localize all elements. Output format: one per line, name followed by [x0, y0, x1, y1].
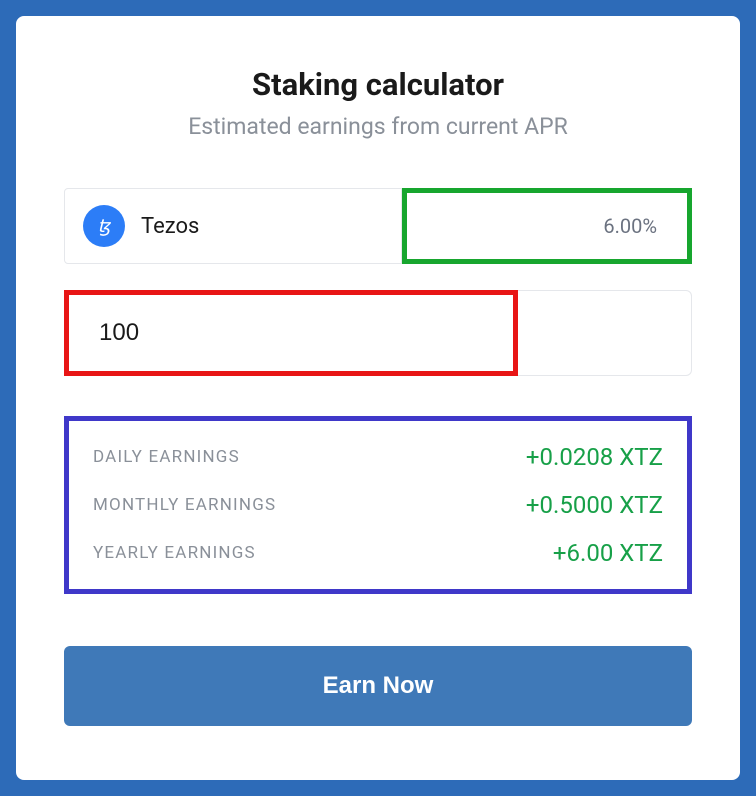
monthly-earnings-label: MONTHLY EARNINGS [93, 495, 276, 515]
earnings-summary-box: DAILY EARNINGS +0.0208 XTZ MONTHLY EARNI… [64, 416, 692, 594]
amount-input-box [64, 290, 518, 376]
page-title: Staking calculator [64, 66, 692, 103]
staking-calculator-card: Staking calculator Estimated earnings fr… [16, 16, 740, 780]
earnings-row-yearly: YEARLY EARNINGS +6.00 XTZ [93, 539, 663, 567]
crypto-name-label: Tezos [141, 214, 199, 239]
yearly-earnings-label: YEARLY EARNINGS [93, 543, 256, 563]
daily-earnings-value: +0.0208 XTZ [526, 443, 663, 471]
daily-earnings-label: DAILY EARNINGS [93, 447, 240, 467]
page-subtitle: Estimated earnings from current APR [64, 113, 692, 140]
tezos-icon-glyph: ꜩ [98, 216, 111, 237]
earnings-row-daily: DAILY EARNINGS +0.0208 XTZ [93, 443, 663, 471]
amount-row [64, 290, 692, 376]
apr-value: 6.00% [603, 214, 657, 238]
yearly-earnings-value: +6.00 XTZ [553, 539, 663, 567]
crypto-apr-row: ꜩ Tezos 6.00% [64, 188, 692, 264]
tezos-icon: ꜩ [83, 205, 125, 247]
crypto-selector[interactable]: ꜩ Tezos [64, 188, 402, 264]
amount-unit-box [518, 290, 692, 376]
earnings-row-monthly: MONTHLY EARNINGS +0.5000 XTZ [93, 491, 663, 519]
monthly-earnings-value: +0.5000 XTZ [526, 491, 663, 519]
amount-input[interactable] [99, 319, 483, 347]
earn-now-button[interactable]: Earn Now [64, 646, 692, 726]
apr-display-box: 6.00% [402, 188, 692, 264]
